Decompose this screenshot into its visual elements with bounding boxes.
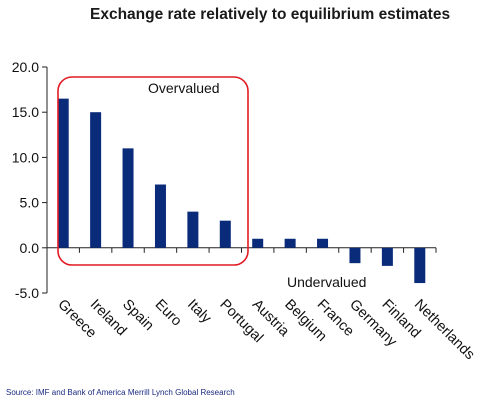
overvalued-highlight-box [57,76,249,266]
bar-netherlands [414,247,426,284]
y-tick-label: 5.0 [20,195,40,211]
bar-spain [122,148,134,248]
bar-italy [187,211,199,248]
bar-finland [381,247,393,266]
y-tick-label: 0.0 [20,240,40,256]
undervalued-annotation: Undervalued [287,274,366,290]
bar-portugal [219,220,231,248]
y-tick-label: 15.0 [12,104,39,120]
bar-belgium [284,238,296,248]
bar-france [317,238,329,248]
bar-greece [57,98,69,248]
bars [57,98,426,284]
x-tick-label: Italy [184,297,215,328]
chart-title: Exchange rate relatively to equilibrium … [90,6,451,23]
bar-ireland [90,112,102,248]
bar-germany [349,247,361,264]
bar-euro [154,184,166,248]
y-tick-label: 10.0 [12,149,39,165]
source-note: Source: IMF and Bank of America Merrill … [6,388,235,397]
y-tick-label: 20.0 [12,59,39,75]
y-tick-label: -5.0 [15,285,39,301]
bar-austria [252,238,264,248]
overvalued-annotation: Overvalued [148,80,220,96]
y-axis: 20.0 15.0 10.0 5.0 0.0 -5.0 [12,59,436,301]
x-tick-label: Euro [152,297,185,330]
